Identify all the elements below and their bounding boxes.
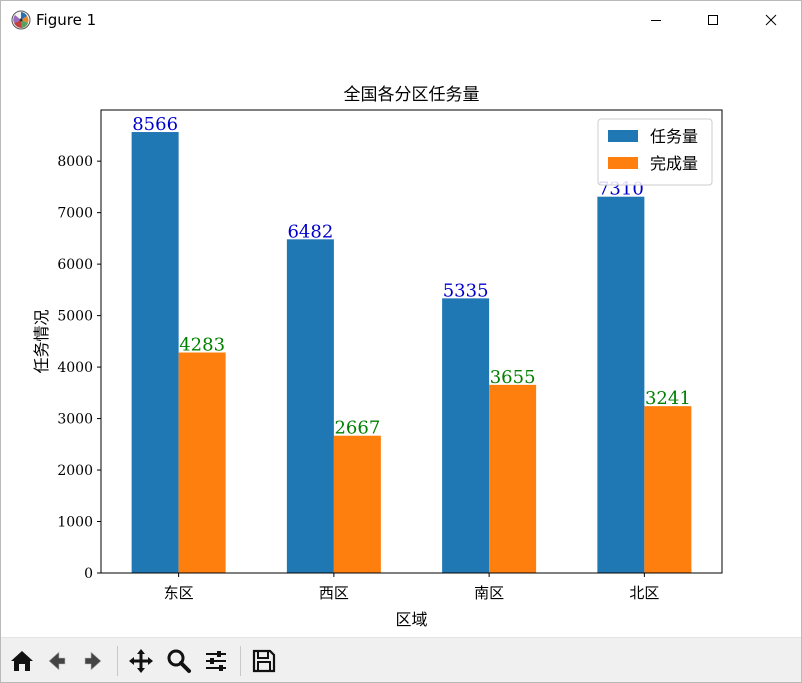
bar-done-2 xyxy=(489,384,537,573)
data-label: 8566 xyxy=(132,114,178,135)
legend-swatch-1 xyxy=(608,157,638,169)
maximize-icon xyxy=(708,15,718,25)
y-tick-label: 8000 xyxy=(57,154,93,170)
chart-title: 全国各分区任务量 xyxy=(344,85,480,105)
data-label: 2667 xyxy=(334,418,380,439)
data-label: 3241 xyxy=(645,388,691,409)
bar-done-0 xyxy=(178,352,226,573)
toolbar-separator xyxy=(240,646,241,676)
toolbar-separator xyxy=(117,646,118,676)
legend-swatch-0 xyxy=(608,130,638,142)
zoom-icon xyxy=(167,649,191,673)
x-axis-label: 区域 xyxy=(395,610,427,629)
home-button[interactable] xyxy=(6,644,38,678)
save-icon xyxy=(252,649,276,673)
plot-frame xyxy=(100,109,723,574)
y-tick-label: 6000 xyxy=(57,257,93,273)
maximize-button[interactable] xyxy=(690,1,736,39)
y-tick-label: 0 xyxy=(84,566,93,582)
minimize-icon xyxy=(651,20,661,21)
bar-task-2 xyxy=(442,298,490,573)
bar-task-1 xyxy=(286,239,334,574)
y-tick-label: 5000 xyxy=(57,309,93,325)
close-icon xyxy=(765,14,777,26)
navigation-toolbar xyxy=(1,637,801,682)
configure-subplots-icon xyxy=(206,651,226,671)
y-tick-label: 4000 xyxy=(57,360,93,376)
figure-canvas[interactable]: 全国各分区任务量 8566 6482 5335 7310 4283 2667 3655 3241… xyxy=(1,39,801,637)
y-tick-label: 3000 xyxy=(57,412,93,428)
y-tick-label: 7000 xyxy=(57,206,93,222)
bar-task-3 xyxy=(597,196,645,573)
pan-icon xyxy=(129,649,153,673)
save-button[interactable] xyxy=(248,644,280,678)
data-label: 5335 xyxy=(443,280,489,301)
minimize-button[interactable] xyxy=(633,1,679,39)
data-label: 6482 xyxy=(287,221,333,242)
bar-done-3 xyxy=(644,406,692,573)
bar-done-1 xyxy=(333,435,381,573)
y-tick-label: 2000 xyxy=(57,463,93,479)
y-tick-label: 1000 xyxy=(57,515,93,531)
x-tick-label: 西区 xyxy=(319,584,349,602)
x-tick-label: 北区 xyxy=(629,584,659,602)
pan-button[interactable] xyxy=(125,644,157,678)
configure-subplots-button[interactable] xyxy=(200,644,232,678)
zoom-button[interactable] xyxy=(163,644,195,678)
bar-task-0 xyxy=(131,132,179,574)
x-tick-label: 南区 xyxy=(474,584,504,602)
legend-label: 完成量 xyxy=(650,154,698,173)
forward-button[interactable] xyxy=(77,644,109,678)
matplotlib-logo-icon xyxy=(11,10,31,30)
title-bar[interactable]: Figure 1 xyxy=(1,1,801,39)
data-label: 4283 xyxy=(179,335,225,356)
back-icon xyxy=(48,651,66,671)
close-button[interactable] xyxy=(748,1,794,39)
window-title: Figure 1 xyxy=(36,11,97,29)
legend-label: 任务量 xyxy=(650,127,698,146)
bar-chart: 全国各分区任务量85666482533573104283266736553241… xyxy=(32,85,723,629)
home-icon xyxy=(11,651,33,671)
forward-icon xyxy=(84,651,102,671)
back-button[interactable] xyxy=(41,644,73,678)
data-label: 3655 xyxy=(490,367,536,388)
y-axis-label: 任务情况 xyxy=(32,309,51,373)
x-tick-label: 东区 xyxy=(164,584,194,602)
